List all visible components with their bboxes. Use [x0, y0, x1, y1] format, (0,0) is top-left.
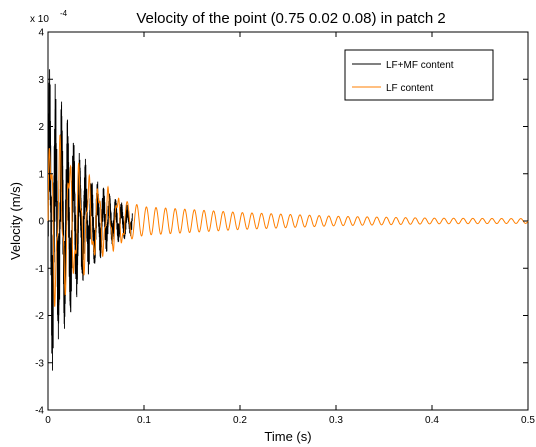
chart-title: Velocity of the point (0.75 0.02 0.08) i… — [136, 10, 445, 27]
legend-box — [344, 49, 494, 101]
series-layer — [47, 69, 529, 371]
x-tick-label: 0.3 — [329, 415, 343, 426]
y-scale-label: x 10 — [30, 14, 49, 25]
y-tick-label: -3 — [35, 358, 44, 369]
x-tick-label: 0.2 — [233, 415, 247, 426]
y-scale-exponent: -4 — [60, 9, 68, 18]
y-tick-label: 3 — [38, 75, 44, 86]
y-tick-label: -4 — [35, 406, 44, 417]
legend-label-lf-mf: LF+MF content — [386, 60, 454, 71]
ticks-layer: 0 0.1 0.2 0.3 0.4 0.5 -4 -3 -2 -1 0 1 2 3 4 — [35, 28, 535, 427]
series-line-lf-mf — [47, 69, 133, 371]
y-tick-label: 4 — [38, 28, 44, 39]
x-tick-label: 0.4 — [425, 415, 439, 426]
x-tick-label: 0.5 — [521, 415, 535, 426]
y-axis-label: Velocity (m/s) — [8, 182, 23, 260]
y-tick-label: 2 — [38, 122, 44, 133]
legend: LF+MF content LF content — [344, 49, 494, 101]
x-axis-label: Time (s) — [264, 429, 311, 444]
y-tick-label: 1 — [38, 169, 44, 180]
x-tick-label: 0 — [45, 415, 51, 426]
series-line-lf — [47, 134, 529, 307]
y-tick-label: -1 — [35, 264, 44, 275]
y-tick-label: -2 — [35, 311, 44, 322]
x-tick-label: 0.1 — [137, 415, 151, 426]
y-tick-label: 0 — [38, 217, 44, 228]
legend-label-lf: LF content — [386, 83, 433, 94]
